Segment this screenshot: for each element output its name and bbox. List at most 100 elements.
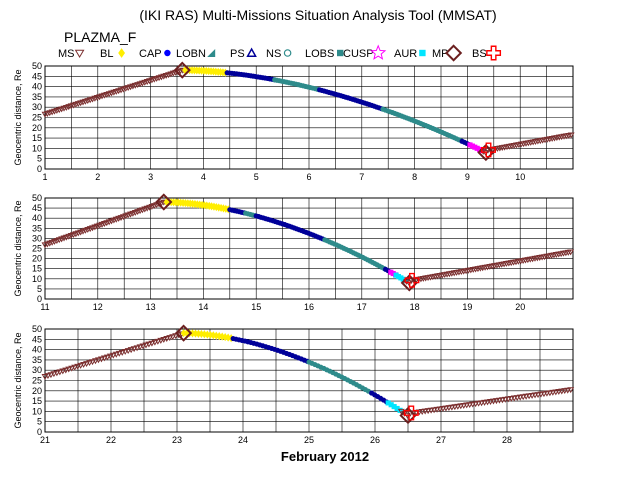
legend-label: LOBS: [305, 48, 334, 60]
legend-label: PS: [230, 48, 245, 60]
y-tick-label: 15: [32, 396, 42, 406]
data-point: [436, 406, 444, 413]
legend-marker: [486, 45, 502, 61]
segment-ms: [397, 387, 575, 419]
legend-label: LOBN: [176, 48, 206, 60]
data-point: [80, 362, 88, 368]
data-point: [469, 401, 477, 408]
crossing-bs: [404, 272, 420, 288]
crossing-mp: [173, 61, 191, 79]
data-point: [89, 359, 96, 366]
legend-label: NS: [266, 48, 281, 60]
segment-bl: [163, 197, 232, 214]
data-point: [498, 397, 506, 404]
data-point: [478, 400, 486, 407]
y-tick-label: 45: [32, 203, 42, 213]
x-tick-label: 1: [42, 172, 47, 182]
y-tick-label: 45: [32, 71, 42, 81]
data-point: [546, 390, 554, 397]
y-tick-label: 40: [32, 213, 42, 223]
x-tick-label: 13: [146, 302, 156, 312]
data-point: [118, 349, 126, 356]
data-point: [489, 398, 497, 405]
data-point: [433, 406, 441, 413]
data-point: [41, 374, 49, 380]
y-tick-label: 50: [32, 324, 42, 334]
x-tick-label: 21: [40, 435, 50, 445]
y-tick-label: 35: [32, 92, 42, 102]
legend-label: CAP: [139, 48, 162, 60]
data-point: [106, 353, 114, 360]
segment-ms: [41, 67, 187, 118]
x-tick-label: 12: [93, 302, 103, 312]
data-point: [65, 366, 73, 373]
x-tick-label: 11: [40, 302, 49, 312]
data-point: [157, 337, 165, 344]
legend-item-bl: BL: [100, 48, 126, 60]
data-point: [44, 373, 52, 380]
y-tick-label: 30: [32, 233, 42, 243]
data-point: [50, 371, 58, 378]
segment-lobn: [322, 237, 387, 272]
crossing-bs: [481, 142, 496, 158]
segment-lobn: [272, 77, 321, 92]
legend-marker: [74, 49, 85, 58]
legend-marker: [118, 48, 126, 58]
y-tick-label: 15: [32, 133, 42, 143]
data-point: [148, 340, 156, 347]
data-point: [555, 389, 563, 395]
data-point: [537, 391, 545, 398]
y-tick-label: 35: [32, 223, 42, 233]
legend-marker: [283, 49, 292, 57]
x-tick-label: 4: [201, 172, 206, 182]
data-point: [83, 361, 91, 367]
data-point: [47, 372, 55, 379]
segment-ms: [403, 249, 575, 287]
x-tick-label: 5: [254, 172, 259, 182]
data-point: [68, 365, 76, 372]
data-point: [163, 336, 171, 342]
y-axis-label: Geocentric distance, Re: [13, 69, 23, 165]
data-point: [127, 347, 135, 354]
x-tick-label: 15: [251, 302, 261, 312]
data-point: [475, 400, 483, 407]
y-tick-label: 25: [32, 376, 42, 386]
x-tick-label: 20: [515, 302, 525, 312]
data-point: [495, 397, 503, 404]
data-point: [151, 339, 159, 346]
y-tick-label: 0: [37, 427, 42, 437]
y-tick-label: 50: [32, 61, 42, 71]
crossing-mp: [399, 406, 417, 425]
grid: [45, 329, 573, 432]
legend-item-cap: CAP: [139, 48, 171, 60]
legend-marker: [207, 49, 216, 57]
data-point: [71, 364, 79, 371]
legend-item-ns: NS: [266, 48, 292, 60]
y-tick-label: 40: [32, 82, 42, 92]
data-point: [160, 336, 168, 343]
data-point: [564, 387, 572, 394]
legend-marker: [246, 47, 257, 57]
data-point: [448, 404, 456, 411]
y-tick-label: 10: [32, 143, 42, 153]
x-tick-label: 10: [515, 172, 525, 182]
data-point: [388, 402, 394, 408]
x-axis-label: February 2012: [281, 449, 369, 464]
legend-marker: [419, 49, 426, 57]
legend-item-lobn: LOBN: [176, 48, 216, 60]
data-point: [92, 358, 99, 365]
x-tick-label: 9: [465, 172, 470, 182]
y-tick-label: 25: [32, 244, 42, 254]
data-point: [504, 396, 512, 403]
data-point: [567, 249, 575, 256]
segment-ps: [317, 87, 384, 112]
data-point: [525, 393, 533, 400]
segment-lobn: [380, 106, 464, 144]
data-point: [549, 389, 557, 396]
data-point: [74, 363, 82, 370]
data-point: [543, 390, 551, 397]
data-point: [507, 395, 515, 402]
x-tick-label: 19: [462, 302, 472, 312]
x-tick-label: 8: [412, 172, 417, 182]
